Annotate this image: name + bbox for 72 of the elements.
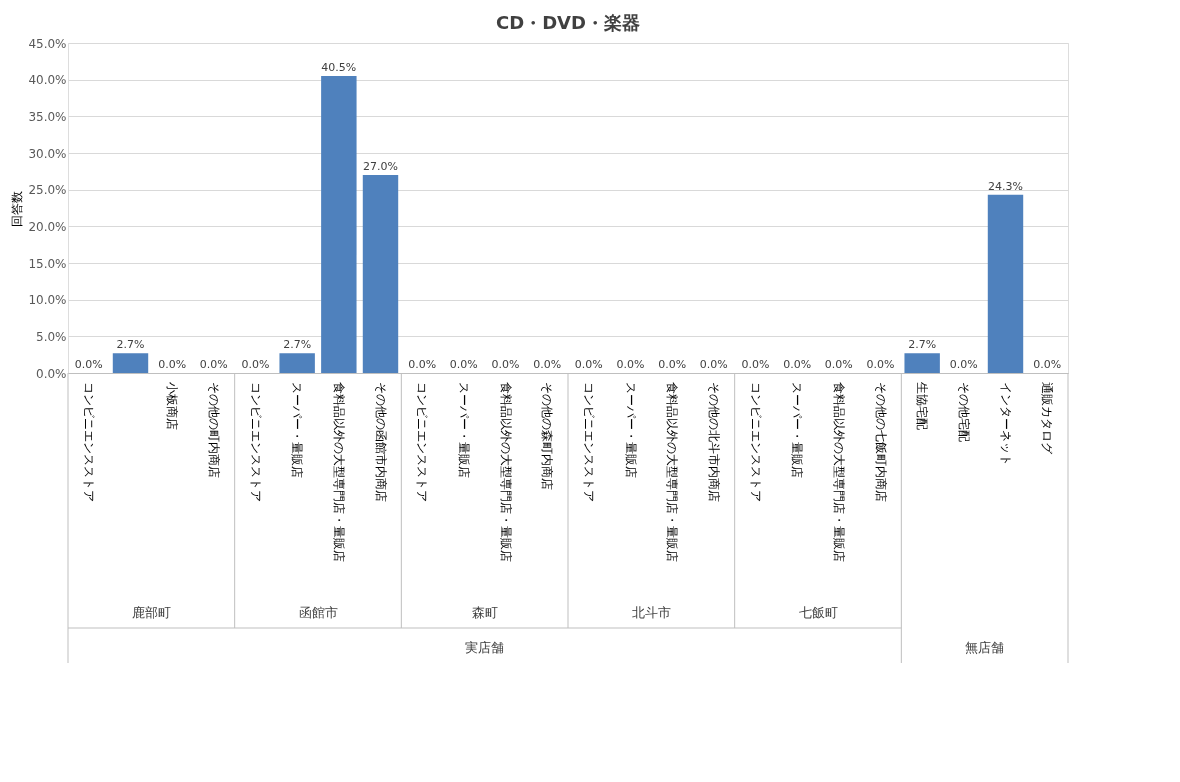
x-tick-label: 食料品以外の大型専門店・量販店 [498, 381, 513, 562]
x-tick-label: 食料品以外の大型専門店・量販店 [331, 381, 346, 562]
data-label: 0.0% [491, 358, 520, 371]
y-tick-label: 25.0% [28, 183, 67, 198]
x-tick-label: スーパー・量販店 [456, 381, 471, 478]
y-tick-label: 10.0% [28, 293, 67, 308]
data-label: 0.0% [699, 358, 728, 371]
y-tick-label: 35.0% [28, 109, 67, 124]
data-label: 0.0% [866, 358, 895, 371]
data-label: 2.7% [908, 338, 937, 352]
data-label: 0.0% [408, 358, 437, 371]
x-tick-label: 食料品以外の大型専門店・量販店 [831, 381, 846, 562]
bar [987, 194, 1024, 373]
data-label: 0.0% [949, 358, 978, 371]
text: 実店舗 [465, 640, 505, 655]
y-tick-label: 0.0% [36, 366, 67, 381]
x-tick-label: その他の町内商店 [206, 381, 221, 478]
x-tick-label: その他の函館市内商店 [373, 381, 388, 502]
x-tick-label: スーパー・量販店 [290, 381, 305, 478]
y-tick-label: 15.0% [28, 256, 67, 271]
x-tick-label: コンビニエンスストア [415, 381, 430, 502]
data-label: 0.0% [658, 358, 687, 371]
x-tick-label: 通販カタログ [1040, 381, 1055, 455]
data-label: 40.5% [321, 61, 357, 74]
x-tick-label: 食料品以外の大型専門店・量販店 [665, 381, 680, 562]
bar [362, 175, 399, 373]
text: 函館市 [298, 605, 338, 620]
bar [112, 353, 149, 373]
data-label: 27.0% [363, 160, 398, 173]
data-label: 0.0% [574, 358, 603, 371]
data-label: 0.0% [824, 358, 853, 371]
bar [904, 353, 940, 373]
bar [279, 353, 315, 373]
x-tick-label: コンビニエンスストア [248, 381, 263, 502]
data-label: 0.0% [74, 358, 103, 371]
y-tick-label: 20.0% [28, 219, 67, 234]
bar [321, 76, 357, 373]
y-tick-label: 30.0% [28, 146, 67, 161]
y-tick-label: 45.0% [28, 36, 67, 51]
data-label: 0.0% [1033, 358, 1062, 371]
data-label: 0.0% [616, 358, 645, 371]
x-tick-label: インターネット [998, 381, 1013, 466]
x-tick-label: その他の森町内商店 [540, 381, 555, 490]
x-tick-label: その他の北斗市内商店 [706, 381, 721, 502]
data-label: 0.0% [158, 358, 187, 371]
y-axis-title: 回答数 [10, 190, 25, 227]
x-tick-label: スーパー・量販店 [623, 381, 638, 478]
data-label: 0.0% [199, 358, 228, 371]
y-tick-label: 5.0% [36, 329, 67, 344]
x-tick-label: 生協宅配 [915, 381, 930, 430]
x-tick-label: その他の七飯町内商店 [873, 381, 888, 502]
text: 無店舗 [965, 640, 1005, 655]
data-label: 0.0% [241, 358, 270, 371]
data-label: 2.7% [116, 338, 145, 352]
text: 森町 [471, 605, 498, 620]
x-tick-label: コンビニエンスストア [748, 381, 763, 502]
x-tick-label: コンビニエンスストア [581, 381, 596, 502]
data-label: 0.0% [533, 358, 562, 371]
data-label: 2.7% [283, 338, 312, 352]
text: 七飯町 [798, 605, 838, 620]
data-label: 0.0% [783, 358, 812, 371]
chart-title: CD・DVD・楽器 [496, 12, 640, 33]
x-tick-label: 小板商店 [165, 381, 180, 430]
x-tick-label: スーパー・量販店 [790, 381, 805, 478]
data-label: 24.3% [988, 179, 1023, 193]
x-tick-label: コンビニエンスストア [81, 381, 96, 502]
data-label: 0.0% [741, 358, 770, 371]
text: 北斗市 [631, 605, 671, 620]
text: 鹿部町 [131, 605, 171, 620]
y-tick-label: 40.0% [28, 73, 67, 88]
x-tick-label: その他宅配 [956, 381, 971, 442]
data-label: 0.0% [449, 358, 478, 371]
